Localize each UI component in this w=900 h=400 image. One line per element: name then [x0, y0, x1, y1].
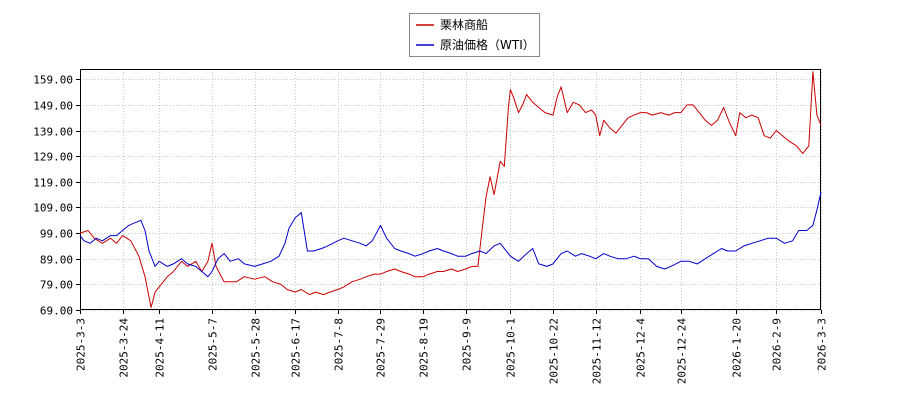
x-tick-label: 2025-5-28 [250, 318, 263, 378]
legend: 栗林商船 原油価格（WTI） [409, 13, 540, 57]
y-tick-label: 89.00 [40, 254, 73, 267]
y-tick-label: 119.00 [33, 177, 73, 190]
x-tick-label: 2025-7-8 [333, 318, 346, 371]
x-tick-label: 2025-4-11 [154, 318, 167, 378]
x-tick-label: 2025-3-3 [75, 318, 88, 371]
x-tick-label: 2026-1-20 [731, 318, 744, 378]
x-tick-label: 2025-6-17 [290, 318, 303, 378]
plot-frame [80, 69, 821, 310]
legend-label-wti: 原油価格（WTI） [440, 37, 535, 52]
x-tick-label: 2025-7-29 [375, 318, 388, 378]
legend-box [409, 13, 540, 57]
y-tick-label: 79.00 [40, 279, 73, 292]
series-line-kuribayashi [79, 71, 822, 308]
axes: 69.00 79.00 89.00 99.00 109.00 119.00 129.00 13… [33, 69, 829, 385]
x-tick-label: 2026-3-3 [816, 318, 829, 371]
grid [80, 69, 822, 311]
x-tick-label: 2025-5-7 [207, 318, 220, 371]
x-tick-label: 2025-12-24 [676, 318, 689, 385]
x-tick-label: 2025-11-12 [591, 318, 604, 384]
y-tick-label: 129.00 [33, 151, 73, 164]
x-tick-label: 2025-10-22 [548, 318, 561, 384]
y-tick-label: 109.00 [33, 202, 73, 215]
y-tick-label: 159.00 [33, 74, 73, 87]
y-tick-label: 149.00 [33, 100, 73, 113]
y-tick-label: 139.00 [33, 126, 73, 139]
x-tick-label: 2025-3-24 [118, 318, 131, 378]
y-tick-label: 69.00 [40, 305, 73, 318]
y-tick-label: 99.00 [40, 228, 73, 241]
series-line-wti [79, 191, 822, 278]
x-tick-label: 2025-9-9 [461, 318, 474, 371]
x-tick-label: 2025-12-4 [635, 318, 648, 378]
x-tick-label: 2025-10-1 [505, 318, 518, 378]
series-layer [79, 71, 822, 308]
x-tick-label: 2025-8-19 [418, 318, 431, 378]
x-tick-label: 2026-2-9 [771, 318, 784, 371]
legend-label-kuribayashi: 栗林商船 [440, 17, 488, 32]
